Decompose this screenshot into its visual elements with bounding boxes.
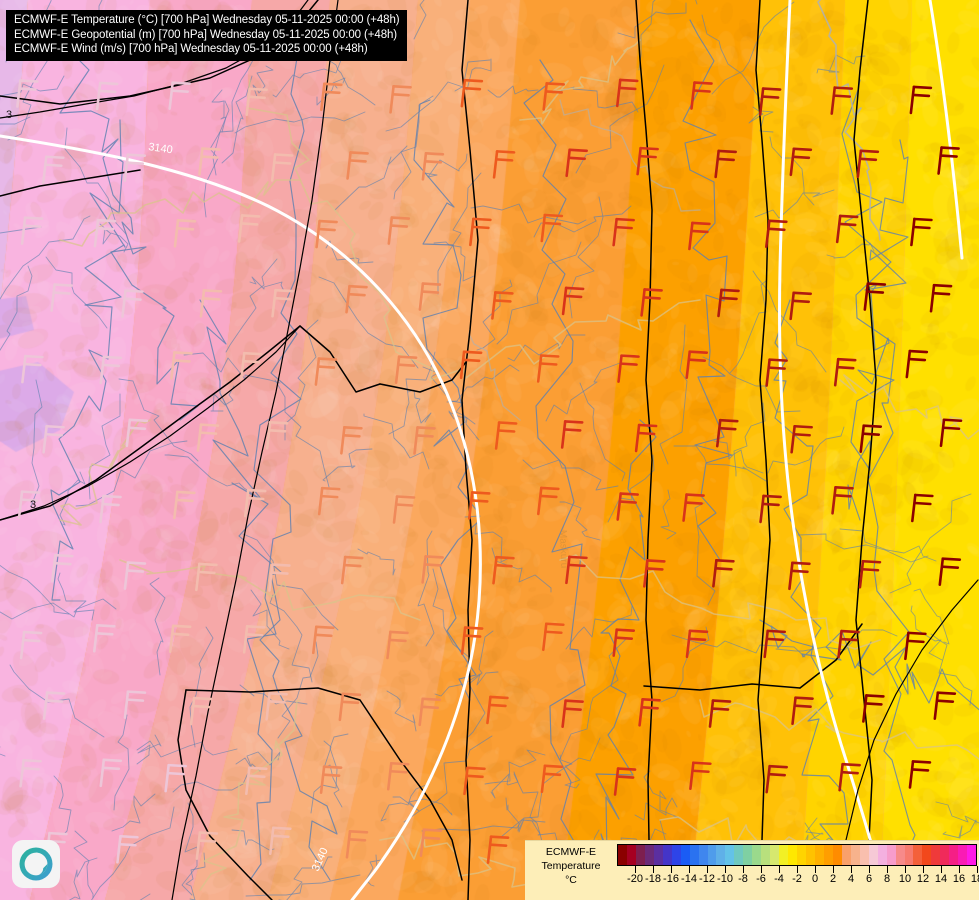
colorbar-swatch [841, 845, 851, 865]
colorbar-tick-label: 12 [916, 873, 930, 885]
colorbar-swatch [734, 845, 744, 865]
colorbar-swatch [922, 845, 932, 865]
colorbar-tick-label: 14 [934, 873, 948, 885]
colorbar-swatch [814, 845, 824, 865]
colorbar-swatch [698, 845, 708, 865]
map-title-block: ECMWF-E Temperature (°C) [700 hPa] Wedne… [6, 10, 408, 62]
colorbar-tick-labels: -20 -18 -16 -14 -12 -10 -8 -6 -4 -2 0 2 4 6 8 10 12 14 16 1… [617, 873, 979, 889]
colorbar-tick [959, 866, 960, 873]
colorbar-swatch [626, 845, 636, 865]
colorbar-swatch [868, 845, 878, 865]
colorbar-swatch [779, 845, 789, 865]
colorbar-swatch [886, 845, 896, 865]
colorbar-swatch [743, 845, 753, 865]
colorbar-swatch [877, 845, 887, 865]
colorbar-tick [743, 866, 744, 873]
colorbar-tick-label: -20 [627, 873, 643, 885]
colorbar-tick [869, 866, 870, 873]
colorbar-tickmarks [617, 866, 978, 873]
colorbar-swatch [653, 845, 663, 865]
colorbar-swatch [850, 845, 860, 865]
colorbar-tick-label: 6 [865, 873, 873, 885]
colorbar-tick [851, 866, 852, 873]
colorbar-tick-label: 2 [829, 873, 837, 885]
colorbar-swatch [788, 845, 798, 865]
colorbar-swatch [752, 845, 762, 865]
colorbar-tick-label: 4 [847, 873, 855, 885]
colorbar-tick [815, 866, 816, 873]
legend-caption-model: ECMWF-E [545, 846, 597, 858]
colorbar-tick-label: -2 [792, 873, 802, 885]
colorbar-tick [635, 866, 636, 873]
colorbar-swatch [689, 845, 699, 865]
title-line-temperature: ECMWF-E Temperature (°C) [700 hPa] Wedne… [14, 14, 400, 26]
colorbar-tick-label: -16 [663, 873, 679, 885]
colorbar-tick-label: -4 [774, 873, 784, 885]
colorbar-swatch [707, 845, 717, 865]
colorbar-tick [689, 866, 690, 873]
colorbar-swatch [895, 845, 905, 865]
colorbar-tick-label: 18 [970, 873, 979, 885]
colorbar-swatch [931, 845, 941, 865]
legend-caption-variable: Temperature [541, 860, 601, 873]
title-line-geopotential: ECMWF-E Geopotential (m) [700 hPa] Wedne… [14, 28, 398, 41]
colorbar-tick [725, 866, 726, 873]
colorbar-tick-label: -14 [681, 873, 697, 885]
legend-caption: ECMWF-E Temperature °C [525, 841, 617, 888]
swirl-logo[interactable] [12, 840, 60, 888]
colorbar-swatch [635, 845, 645, 865]
colorbar-swatch [644, 845, 654, 865]
colorbar-tick [887, 866, 888, 873]
colorbar-swatch [913, 845, 923, 865]
colorbar-swatch [761, 845, 771, 865]
colorbar-tick [797, 866, 798, 873]
colorbar-tick [707, 866, 708, 873]
colorbar-tick-label: 8 [883, 873, 891, 885]
colorbar-swatch [797, 845, 807, 865]
legend-caption-units: °C [565, 874, 577, 887]
colorbar-tick-label: 10 [898, 873, 912, 885]
colorbar-swatch [823, 845, 833, 865]
colorbar-tick [905, 866, 906, 873]
colorbar-swatch [967, 845, 977, 865]
colorbar-swatch [680, 845, 690, 865]
colorbar-swatch [770, 845, 780, 865]
colorbar-tick-label: -8 [738, 873, 748, 885]
swirl-logo-icon [19, 847, 53, 881]
colorbar-tick-label: -18 [645, 873, 661, 885]
colorbar-tick-label: 16 [952, 873, 966, 885]
colorbar-tick-label: 0 [811, 873, 819, 885]
colorbar-swatch [662, 845, 672, 865]
colorbar[interactable] [617, 844, 977, 866]
colorbar-swatch [806, 845, 815, 865]
title-line-wind: ECMWF-E Wind (m/s) [700 hPa] Wednesday 0… [14, 43, 368, 56]
colorbar-swatch [618, 845, 627, 865]
colorbar-tick [761, 866, 762, 873]
colorbar-tick [977, 866, 978, 873]
colorbar-swatch [940, 845, 950, 865]
colorbar-swatch [958, 845, 968, 865]
colorbar-tick [833, 866, 834, 873]
colorbar-tick [671, 866, 672, 873]
colorbar-tick-label: -6 [756, 873, 766, 885]
colorbar-tick-label: -12 [699, 873, 715, 885]
colorbar-tick [779, 866, 780, 873]
colorbar-tick [653, 866, 654, 873]
colorbar-swatch [949, 845, 959, 865]
legend-scale: -20 -18 -16 -14 -12 -10 -8 -6 -4 -2 0 2 4 6 8 10 12 14 16 1… [617, 841, 979, 889]
colorbar-tick [941, 866, 942, 873]
colorbar-swatch [904, 845, 914, 865]
colorbar-swatch [716, 845, 726, 865]
colorbar-swatch [832, 845, 842, 865]
colorbar-swatch [725, 845, 735, 865]
colorbar-swatch [671, 845, 681, 865]
colorbar-tick [923, 866, 924, 873]
temperature-legend[interactable]: ECMWF-E Temperature °C -20 -18 -16 -14 -12 -1… [525, 840, 979, 900]
colorbar-swatch [859, 845, 869, 865]
colorbar-tick-label: -10 [717, 873, 733, 885]
